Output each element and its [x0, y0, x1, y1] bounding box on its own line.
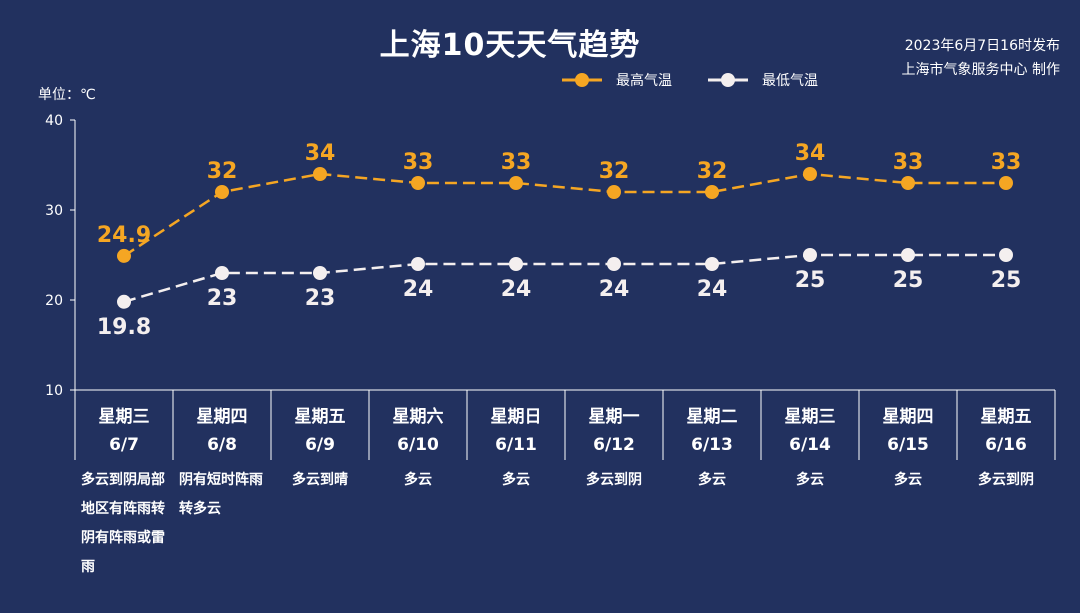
- low-temp-label: 25: [795, 268, 826, 293]
- legend-high-label: 最高气温: [616, 73, 672, 89]
- low-temp-label: 19.8: [97, 315, 151, 340]
- legend-high: 最高气温: [560, 70, 672, 90]
- day-column: 星期四 6/15: [859, 392, 957, 455]
- low-temp-point: [509, 257, 523, 271]
- low-temp-point: [999, 248, 1013, 262]
- y-tick-label: 20: [45, 293, 63, 309]
- weekday-label: 星期四: [196, 407, 248, 427]
- page-title: 上海10天天气趋势: [379, 28, 641, 63]
- day-column: 星期四 6/8: [173, 392, 271, 455]
- low-temp-line: [123, 253, 1006, 303]
- weekday-label: 星期四: [882, 407, 934, 427]
- day-column: 星期三 6/7: [75, 392, 173, 455]
- high-temp-label: 33: [403, 150, 434, 175]
- day-column: 星期五 6/16: [957, 392, 1055, 455]
- weather-description: 多云到阴: [978, 472, 1034, 488]
- high-temp-point: [607, 185, 621, 199]
- weather-description: 多云: [698, 472, 726, 488]
- high-temp-point: [901, 176, 915, 190]
- day-column: 星期一 6/12: [565, 392, 663, 455]
- low-temp-point: [803, 248, 817, 262]
- weekday-label: 星期三: [98, 407, 150, 427]
- weekday-label: 星期六: [392, 407, 444, 427]
- weekday-label: 星期日: [490, 407, 542, 427]
- high-temp-line: [123, 172, 1006, 257]
- high-temp-point: [117, 248, 131, 263]
- high-temp-label: 34: [305, 141, 336, 166]
- weekday-label: 星期五: [294, 407, 346, 427]
- high-temp-point: [215, 185, 229, 199]
- low-temp-point: [607, 257, 621, 271]
- publish-info: 2023年6月7日16时发布 上海市气象服务中心 制作: [902, 34, 1060, 82]
- low-temp-point: [117, 294, 131, 309]
- y-tick-label: 30: [45, 203, 63, 219]
- high-temp-label: 33: [991, 150, 1022, 175]
- weather-description: 多云到阴: [586, 472, 642, 488]
- low-temp-label: 23: [305, 286, 336, 311]
- legend-high-marker-icon: [562, 73, 602, 87]
- day-column: 星期日 6/11: [467, 392, 565, 455]
- date-label: 6/9: [305, 435, 335, 455]
- weather-description: 多云到晴: [292, 472, 348, 488]
- low-temp-label: 25: [991, 268, 1022, 293]
- high-temp-point: [705, 185, 719, 199]
- date-label: 6/16: [985, 435, 1027, 455]
- high-temp-label: 34: [795, 141, 826, 166]
- high-temp-label: 32: [207, 159, 238, 184]
- weather-description: 多云: [502, 472, 530, 488]
- weekday-label: 星期二: [686, 407, 738, 427]
- low-temp-label: 25: [893, 268, 924, 293]
- high-temp-label: 24.9: [97, 223, 151, 248]
- date-label: 6/8: [207, 435, 237, 455]
- high-temp-point: [999, 176, 1013, 190]
- high-temp-label: 33: [501, 150, 532, 175]
- high-temp-point: [411, 176, 425, 190]
- date-label: 6/7: [109, 435, 139, 455]
- weather-description: 多云: [796, 472, 824, 488]
- high-temp-label: 33: [893, 150, 924, 175]
- date-label: 6/13: [691, 435, 733, 455]
- date-label: 6/14: [789, 435, 831, 455]
- low-temp-point: [901, 248, 915, 262]
- legend-low-marker-icon: [708, 73, 748, 87]
- date-label: 6/12: [593, 435, 635, 455]
- low-temp-label: 24: [697, 277, 728, 302]
- date-label: 6/10: [397, 435, 439, 455]
- weather-description: 多云: [894, 472, 922, 488]
- y-tick-label: 10: [45, 383, 63, 399]
- date-label: 6/11: [495, 435, 537, 455]
- low-temp-point: [411, 257, 425, 271]
- weekday-label: 星期五: [980, 407, 1032, 427]
- low-temp-label: 24: [403, 277, 434, 302]
- legend-low: 最低气温: [706, 70, 818, 90]
- low-temp-point: [705, 257, 719, 271]
- low-temp-label: 24: [501, 277, 532, 302]
- legend: 最高气温 最低气温: [560, 70, 852, 90]
- weather-description: 多云: [404, 472, 432, 488]
- weather-description: 阴有短时阵雨转多云: [179, 472, 263, 517]
- weekday-label: 星期一: [588, 407, 640, 427]
- day-column: 星期二 6/13: [663, 392, 761, 455]
- high-temp-point: [803, 167, 817, 181]
- high-temp-point: [509, 176, 523, 190]
- legend-low-label: 最低气温: [762, 73, 818, 89]
- y-tick-label: 40: [45, 113, 63, 129]
- day-column: 星期五 6/9: [271, 392, 369, 455]
- low-temp-label: 23: [207, 286, 238, 311]
- low-temp-point: [313, 266, 327, 280]
- publisher: 上海市气象服务中心 制作: [901, 62, 1060, 78]
- low-temp-label: 24: [599, 277, 630, 302]
- weather-description: 多云到阴局部地区有阵雨转阴有阵雨或雷雨: [81, 472, 165, 575]
- high-temp-label: 32: [697, 159, 728, 184]
- unit-label: 单位：℃: [38, 87, 96, 103]
- day-column: 星期六 6/10: [369, 392, 467, 455]
- weekday-label: 星期三: [784, 407, 836, 427]
- high-temp-point: [313, 167, 327, 181]
- high-temp-label: 32: [599, 159, 630, 184]
- publish-time: 2023年6月7日16时发布: [904, 38, 1060, 54]
- date-label: 6/15: [887, 435, 929, 455]
- low-temp-point: [215, 266, 229, 280]
- day-column: 星期三 6/14: [761, 392, 859, 455]
